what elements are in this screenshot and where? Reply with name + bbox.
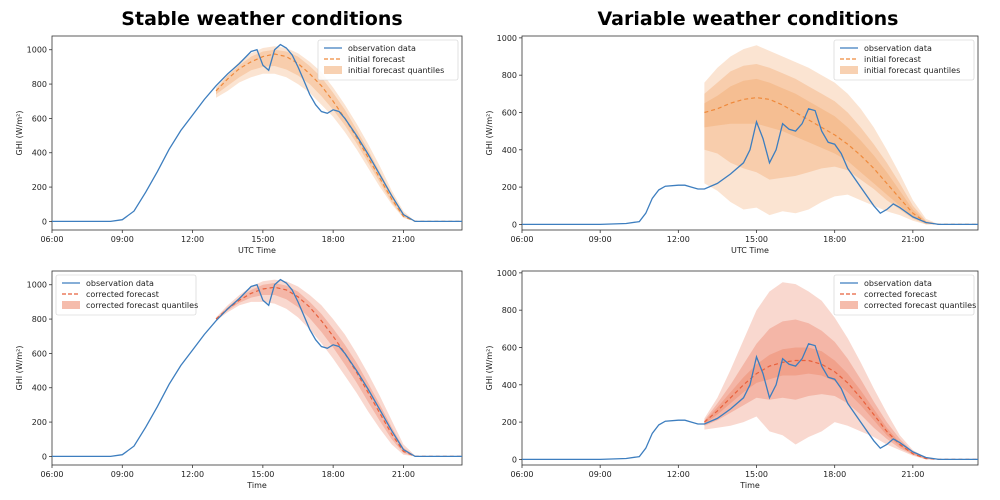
quantile-band-2 — [704, 78, 939, 225]
y-axis-label: GHI (W/m²) — [485, 111, 494, 156]
legend-swatch-quantiles — [840, 66, 858, 74]
legend-swatch-quantiles — [840, 301, 858, 309]
y-tick-label: 200 — [32, 183, 47, 192]
y-tick-label: 400 — [32, 384, 47, 393]
x-tick-label: 06:00 — [40, 470, 63, 479]
legend-label: observation data — [86, 279, 154, 288]
y-tick-label: 600 — [502, 343, 517, 352]
y-tick-label: 800 — [502, 306, 517, 315]
x-tick-label: 06:00 — [40, 235, 63, 244]
x-axis-label: Time — [739, 481, 760, 490]
y-tick-label: 800 — [32, 315, 47, 324]
legend-label: observation data — [348, 44, 416, 53]
forecast-line — [215, 286, 462, 457]
legend-label: corrected forecast quantiles — [86, 301, 198, 310]
legend-label: initial forecast — [864, 55, 921, 64]
legend-label: corrected forecast — [86, 290, 159, 299]
x-tick-label: 18:00 — [322, 470, 345, 479]
x-tick-label: 15:00 — [745, 470, 768, 479]
legend-box — [833, 274, 975, 316]
legend-label: observation data — [864, 44, 932, 53]
x-tick-label: 09:00 — [589, 470, 612, 479]
x-tick-label: 18:00 — [823, 470, 846, 479]
observation-line — [522, 343, 978, 461]
x-tick-label: 09:00 — [111, 235, 134, 244]
x-axis-label: UTC Time — [731, 246, 769, 255]
y-tick-label: 1000 — [497, 269, 517, 278]
chart-stable-initial: 06:00 09:00 12:00 15:00 18:00 21:00 0 200 400 600… — [15, 35, 463, 255]
y-tick-label: 600 — [32, 349, 47, 358]
y-axis-label: GHI (W/m²) — [15, 346, 24, 391]
y-tick-label: 0 — [512, 455, 517, 464]
y-tick-label: 400 — [32, 149, 47, 158]
legend-label: corrected forecast — [864, 290, 937, 299]
y-tick-label: 200 — [502, 418, 517, 427]
quantile-band-1 — [216, 49, 427, 222]
forecast-line — [704, 96, 978, 225]
observation-line — [522, 108, 978, 226]
y-tick-label: 1000 — [497, 34, 517, 43]
y-tick-label: 600 — [32, 114, 47, 123]
legend: observation data corrected forecast correc… — [55, 274, 198, 316]
y-tick-label: 800 — [32, 80, 47, 89]
legend: observation data initial forecast initial … — [317, 39, 459, 81]
y-tick-label: 1000 — [27, 46, 47, 55]
column-title-stable: Stable weather conditions — [121, 8, 403, 30]
x-tick-label: 15:00 — [251, 235, 274, 244]
x-tick-label: 06:00 — [510, 235, 533, 244]
legend-box — [55, 274, 197, 316]
legend-label: observation data — [864, 279, 932, 288]
observation-line — [52, 43, 462, 223]
observation-line — [52, 278, 462, 458]
y-tick-label: 400 — [502, 381, 517, 390]
y-tick-label: 0 — [42, 452, 47, 461]
x-tick-label: 12:00 — [181, 235, 204, 244]
legend-box — [317, 39, 459, 81]
column-title-variable: Variable weather conditions — [597, 8, 899, 30]
x-tick-label: 12:00 — [667, 470, 690, 479]
x-tick-label: 21:00 — [901, 235, 924, 244]
x-tick-label: 21:00 — [901, 470, 924, 479]
x-tick-label: 18:00 — [823, 235, 846, 244]
legend-swatch-quantiles — [324, 66, 342, 74]
x-tick-label: 15:00 — [251, 470, 274, 479]
y-tick-label: 0 — [512, 220, 517, 229]
chart-variable-initial: 06:00 09:00 12:00 15:00 18:00 21:00 0 200 400 600… — [485, 34, 979, 255]
legend-label: initial forecast quantiles — [864, 66, 960, 75]
x-tick-label: 06:00 — [510, 470, 533, 479]
y-tick-label: 400 — [502, 146, 517, 155]
forecast-line — [704, 359, 978, 460]
legend-box — [833, 39, 975, 81]
quantile-band-0 — [216, 46, 427, 222]
x-tick-label: 09:00 — [589, 235, 612, 244]
y-tick-label: 0 — [42, 217, 47, 226]
legend-label: initial forecast quantiles — [348, 66, 444, 75]
y-tick-label: 600 — [502, 108, 517, 117]
x-tick-label: 12:00 — [181, 470, 204, 479]
y-axis-label: GHI (W/m²) — [15, 111, 24, 156]
legend-label: initial forecast — [348, 55, 405, 64]
x-tick-label: 15:00 — [745, 235, 768, 244]
legend-label: corrected forecast quantiles — [864, 301, 976, 310]
x-tick-label: 12:00 — [667, 235, 690, 244]
x-tick-label: 18:00 — [322, 235, 345, 244]
y-tick-label: 800 — [502, 71, 517, 80]
legend: observation data initial forecast initial … — [833, 39, 975, 81]
y-axis-label: GHI (W/m²) — [485, 346, 494, 391]
y-tick-label: 200 — [502, 183, 517, 192]
y-tick-label: 1000 — [27, 281, 47, 290]
x-tick-label: 21:00 — [392, 470, 415, 479]
y-tick-label: 200 — [32, 418, 47, 427]
x-axis-label: UTC Time — [238, 246, 276, 255]
legend-swatch-quantiles — [62, 301, 80, 309]
chart-stable-corrected: 06:00 09:00 12:00 15:00 18:00 21:00 0 200 400 600… — [15, 270, 463, 490]
x-axis-label: Time — [246, 481, 267, 490]
x-tick-label: 21:00 — [392, 235, 415, 244]
chart-variable-corrected: 06:00 09:00 12:00 15:00 18:00 21:00 0 200 400 600… — [485, 269, 979, 490]
x-tick-label: 09:00 — [111, 470, 134, 479]
legend: observation data corrected forecast correc… — [833, 274, 976, 316]
quantile-band-0 — [216, 279, 427, 457]
